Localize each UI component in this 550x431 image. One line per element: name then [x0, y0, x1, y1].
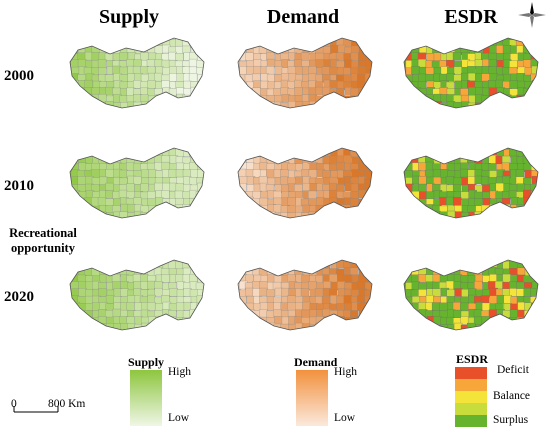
supply-map-2020	[69, 259, 205, 331]
column-header-demand: Demand	[266, 6, 340, 28]
supply-map-2010	[69, 147, 205, 219]
row-label-2000: 2000	[4, 68, 34, 84]
legend-esdr-swatch	[455, 379, 487, 391]
legend-supply-gradient	[130, 370, 162, 426]
esdr-map-2020	[403, 259, 539, 331]
column-header-esdr: ESDR	[444, 6, 498, 28]
scale-bar-end: 800 Km	[48, 398, 86, 410]
legend-esdr-swatch	[455, 403, 487, 415]
row-label-2010: 2010	[4, 178, 34, 194]
legend-esdr-swatch	[455, 391, 487, 403]
legend-esdr-deficit: Deficit	[497, 364, 529, 376]
scale-bar-start: 0	[11, 398, 17, 410]
legend-esdr-swatch	[455, 367, 487, 379]
demand-map-2020	[237, 259, 373, 331]
side-label-line2: opportunity	[11, 241, 75, 255]
scale-bar	[13, 406, 59, 413]
column-header-supply: Supply	[98, 6, 160, 28]
side-label: Recreational opportunity	[4, 226, 82, 256]
north-arrow-icon	[518, 2, 546, 28]
demand-map-2000	[237, 37, 373, 109]
demand-map-2010	[237, 147, 373, 219]
row-label-2020: 2020	[4, 289, 34, 305]
legend-supply-high: High	[168, 366, 191, 378]
supply-map-2000	[69, 37, 205, 109]
legend-esdr-title: ESDR	[456, 352, 489, 366]
esdr-map-2010	[403, 147, 539, 219]
legend-demand-gradient	[296, 370, 328, 426]
side-label-line1: Recreational	[9, 226, 77, 240]
legend-esdr-surplus: Surplus	[493, 414, 529, 426]
legend-demand-low: Low	[334, 412, 356, 424]
legend-demand-title: Demand	[294, 355, 338, 369]
legend-esdr-balance: Balance	[493, 390, 531, 402]
esdr-map-2000	[403, 37, 539, 109]
legend-supply-low: Low	[168, 412, 190, 424]
legend-demand-high: High	[334, 366, 357, 378]
legend-supply-title: Supply	[128, 355, 165, 369]
legend-esdr-swatch	[455, 415, 487, 427]
